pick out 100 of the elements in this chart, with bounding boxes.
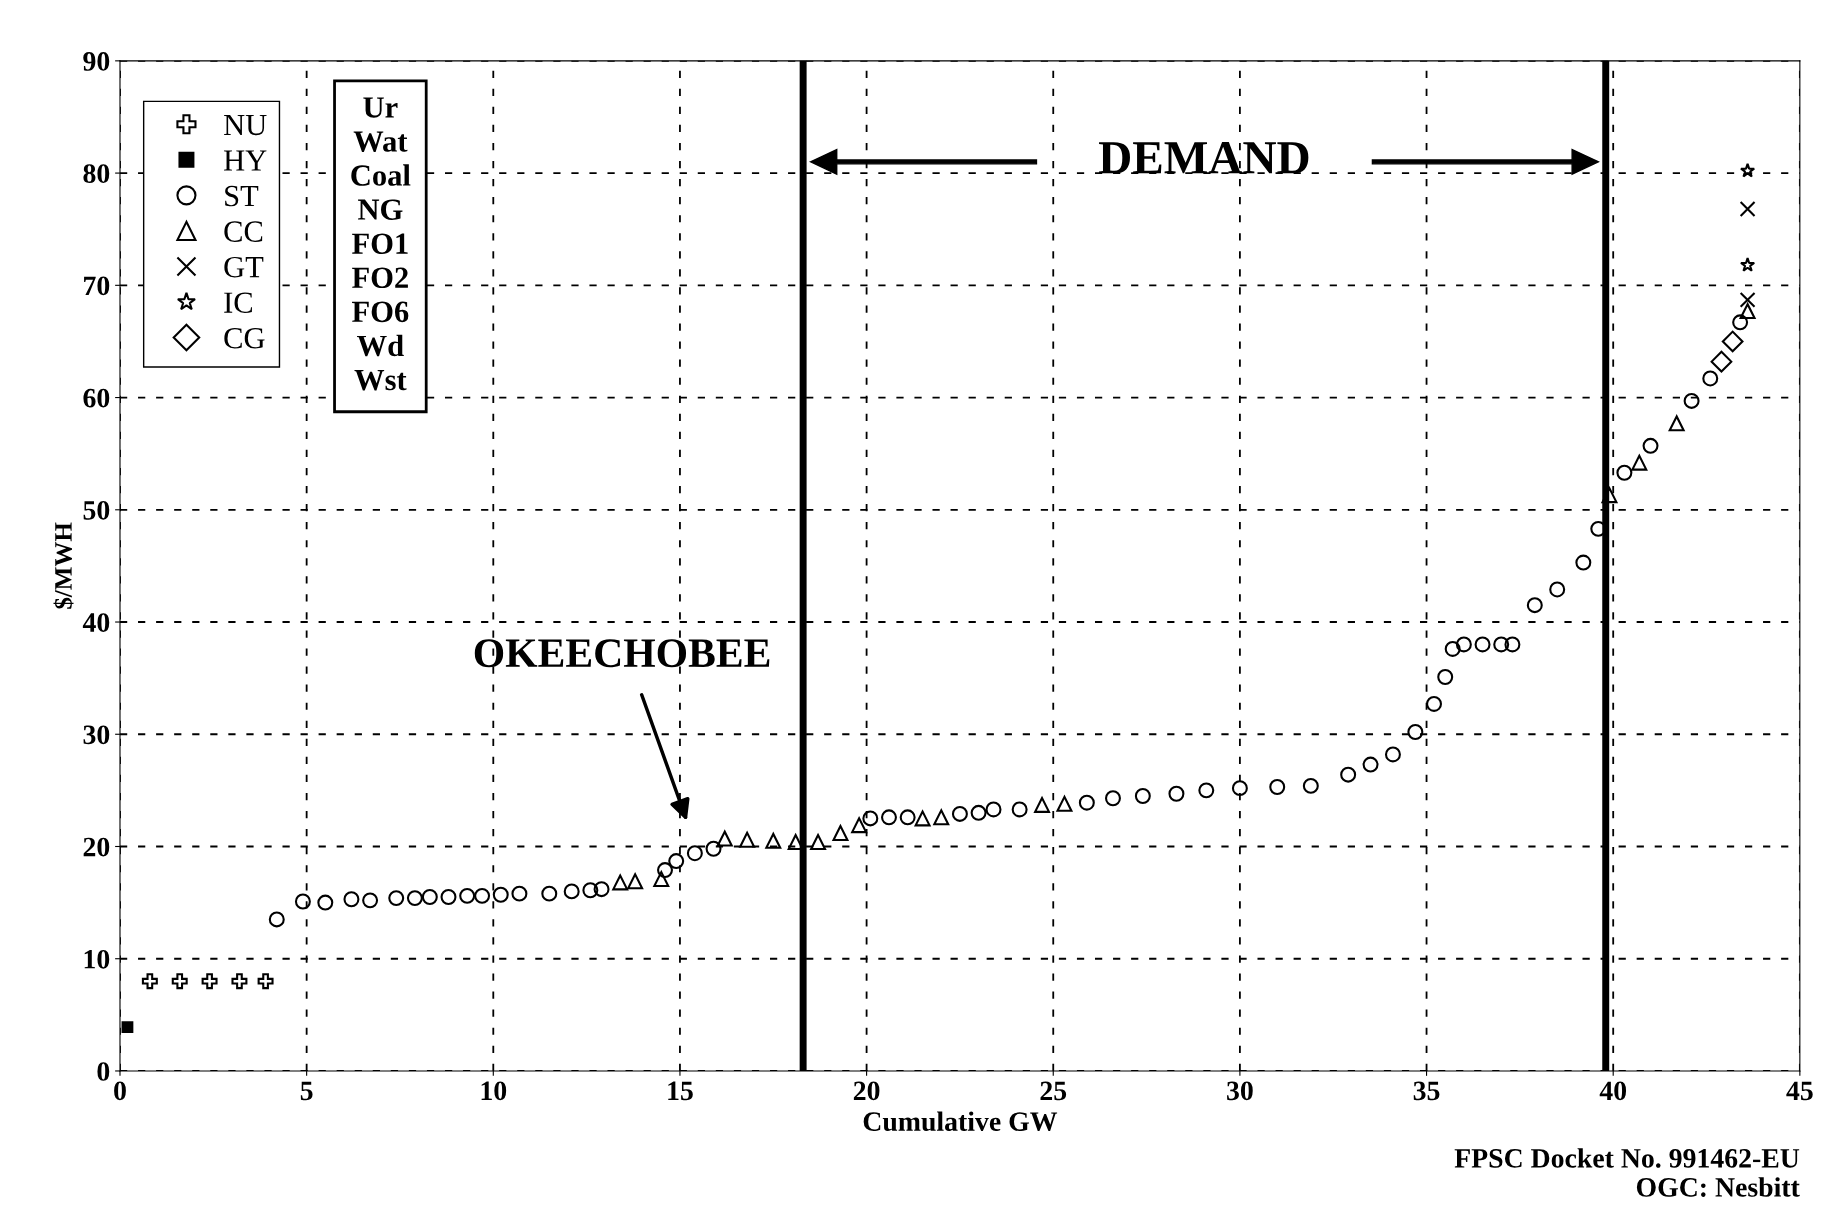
annotation: OKEECHOBEE <box>474 639 770 668</box>
point <box>388 890 405 907</box>
legend-label: HY <box>223 150 267 171</box>
point <box>1444 640 1461 657</box>
y-tick-label: 50 <box>83 500 110 520</box>
annotation: DEMAND <box>1099 142 1309 174</box>
point <box>705 840 722 857</box>
y-tick-label: 60 <box>83 388 110 408</box>
point <box>1198 782 1215 799</box>
point <box>914 810 931 827</box>
point <box>1104 790 1121 807</box>
point <box>257 973 274 990</box>
point <box>1631 454 1648 471</box>
point <box>1474 636 1491 653</box>
point <box>1739 162 1756 178</box>
point <box>1437 669 1454 685</box>
point <box>1526 597 1543 614</box>
text: OGC: Nesbitt <box>1636 1177 1800 1197</box>
x-axis-title: Cumulative GW <box>863 1111 1058 1132</box>
x-tick-label: 40 <box>1599 1081 1627 1101</box>
x-tick-label: 5 <box>300 1081 313 1101</box>
y-tick-label: 30 <box>83 725 110 745</box>
point <box>832 825 849 842</box>
point <box>1426 695 1442 712</box>
point <box>653 871 670 888</box>
point <box>1407 724 1424 740</box>
point <box>1739 303 1756 320</box>
point <box>1732 314 1749 331</box>
y-tick-label: 20 <box>83 837 110 857</box>
point <box>765 832 782 849</box>
y-tick-label: 0 <box>97 1062 110 1081</box>
point <box>716 830 733 847</box>
point <box>1721 330 1744 353</box>
legend-label: IC <box>224 292 252 313</box>
point <box>1362 756 1379 773</box>
point <box>1134 788 1151 804</box>
point <box>1549 581 1566 598</box>
annotation: Wd <box>357 334 404 357</box>
point <box>1340 766 1357 783</box>
legend-label: GT <box>224 256 264 278</box>
annotation: Wst <box>354 369 407 391</box>
point <box>1269 779 1286 795</box>
point <box>1668 415 1685 432</box>
x-tick-label: 15 <box>668 1081 693 1101</box>
point <box>268 911 285 928</box>
point <box>1739 257 1756 272</box>
point <box>1231 780 1248 797</box>
point <box>862 810 879 827</box>
point <box>951 805 968 822</box>
legend-label: NU <box>223 114 267 136</box>
x-tick-label: 25 <box>1040 1081 1067 1101</box>
point <box>474 887 491 904</box>
point <box>171 973 188 990</box>
point <box>933 809 950 826</box>
point <box>881 809 897 826</box>
point <box>1575 554 1592 571</box>
point <box>343 891 360 908</box>
point <box>810 834 827 850</box>
point <box>1702 370 1719 387</box>
point <box>657 862 673 879</box>
point <box>492 886 509 903</box>
point <box>1616 464 1633 481</box>
annotation: Wat <box>353 131 408 152</box>
point <box>1739 201 1756 217</box>
point <box>668 853 685 870</box>
legend-label: ST <box>225 185 259 207</box>
point <box>1642 437 1659 454</box>
annotation: FO6 <box>352 301 409 323</box>
point <box>294 893 311 910</box>
point <box>985 801 1002 818</box>
point <box>627 873 644 890</box>
point <box>1710 350 1733 373</box>
point <box>593 881 610 898</box>
point <box>899 809 916 826</box>
x-tick-label: 45 <box>1786 1081 1813 1101</box>
point <box>1056 795 1073 812</box>
point <box>1493 636 1510 653</box>
point <box>141 973 158 990</box>
point <box>1683 392 1700 409</box>
annotation: FO1 <box>352 233 408 254</box>
point <box>362 892 379 909</box>
point <box>1168 785 1185 802</box>
point <box>612 874 629 891</box>
point <box>121 1021 134 1034</box>
point <box>1384 746 1401 763</box>
point <box>739 831 756 848</box>
point <box>317 894 334 911</box>
point <box>1011 801 1028 818</box>
point <box>459 887 476 904</box>
legend-label: CC <box>224 221 263 242</box>
point <box>541 885 558 902</box>
y-tick-label: 90 <box>83 52 110 71</box>
point <box>851 817 868 834</box>
point <box>1739 291 1756 308</box>
point <box>582 882 599 899</box>
annotation: NG <box>358 199 403 220</box>
y-tick-label: 70 <box>84 276 110 296</box>
y-tick-label: 80 <box>83 164 110 183</box>
point <box>440 889 457 905</box>
y-axis-title: $/MWH <box>53 522 74 609</box>
